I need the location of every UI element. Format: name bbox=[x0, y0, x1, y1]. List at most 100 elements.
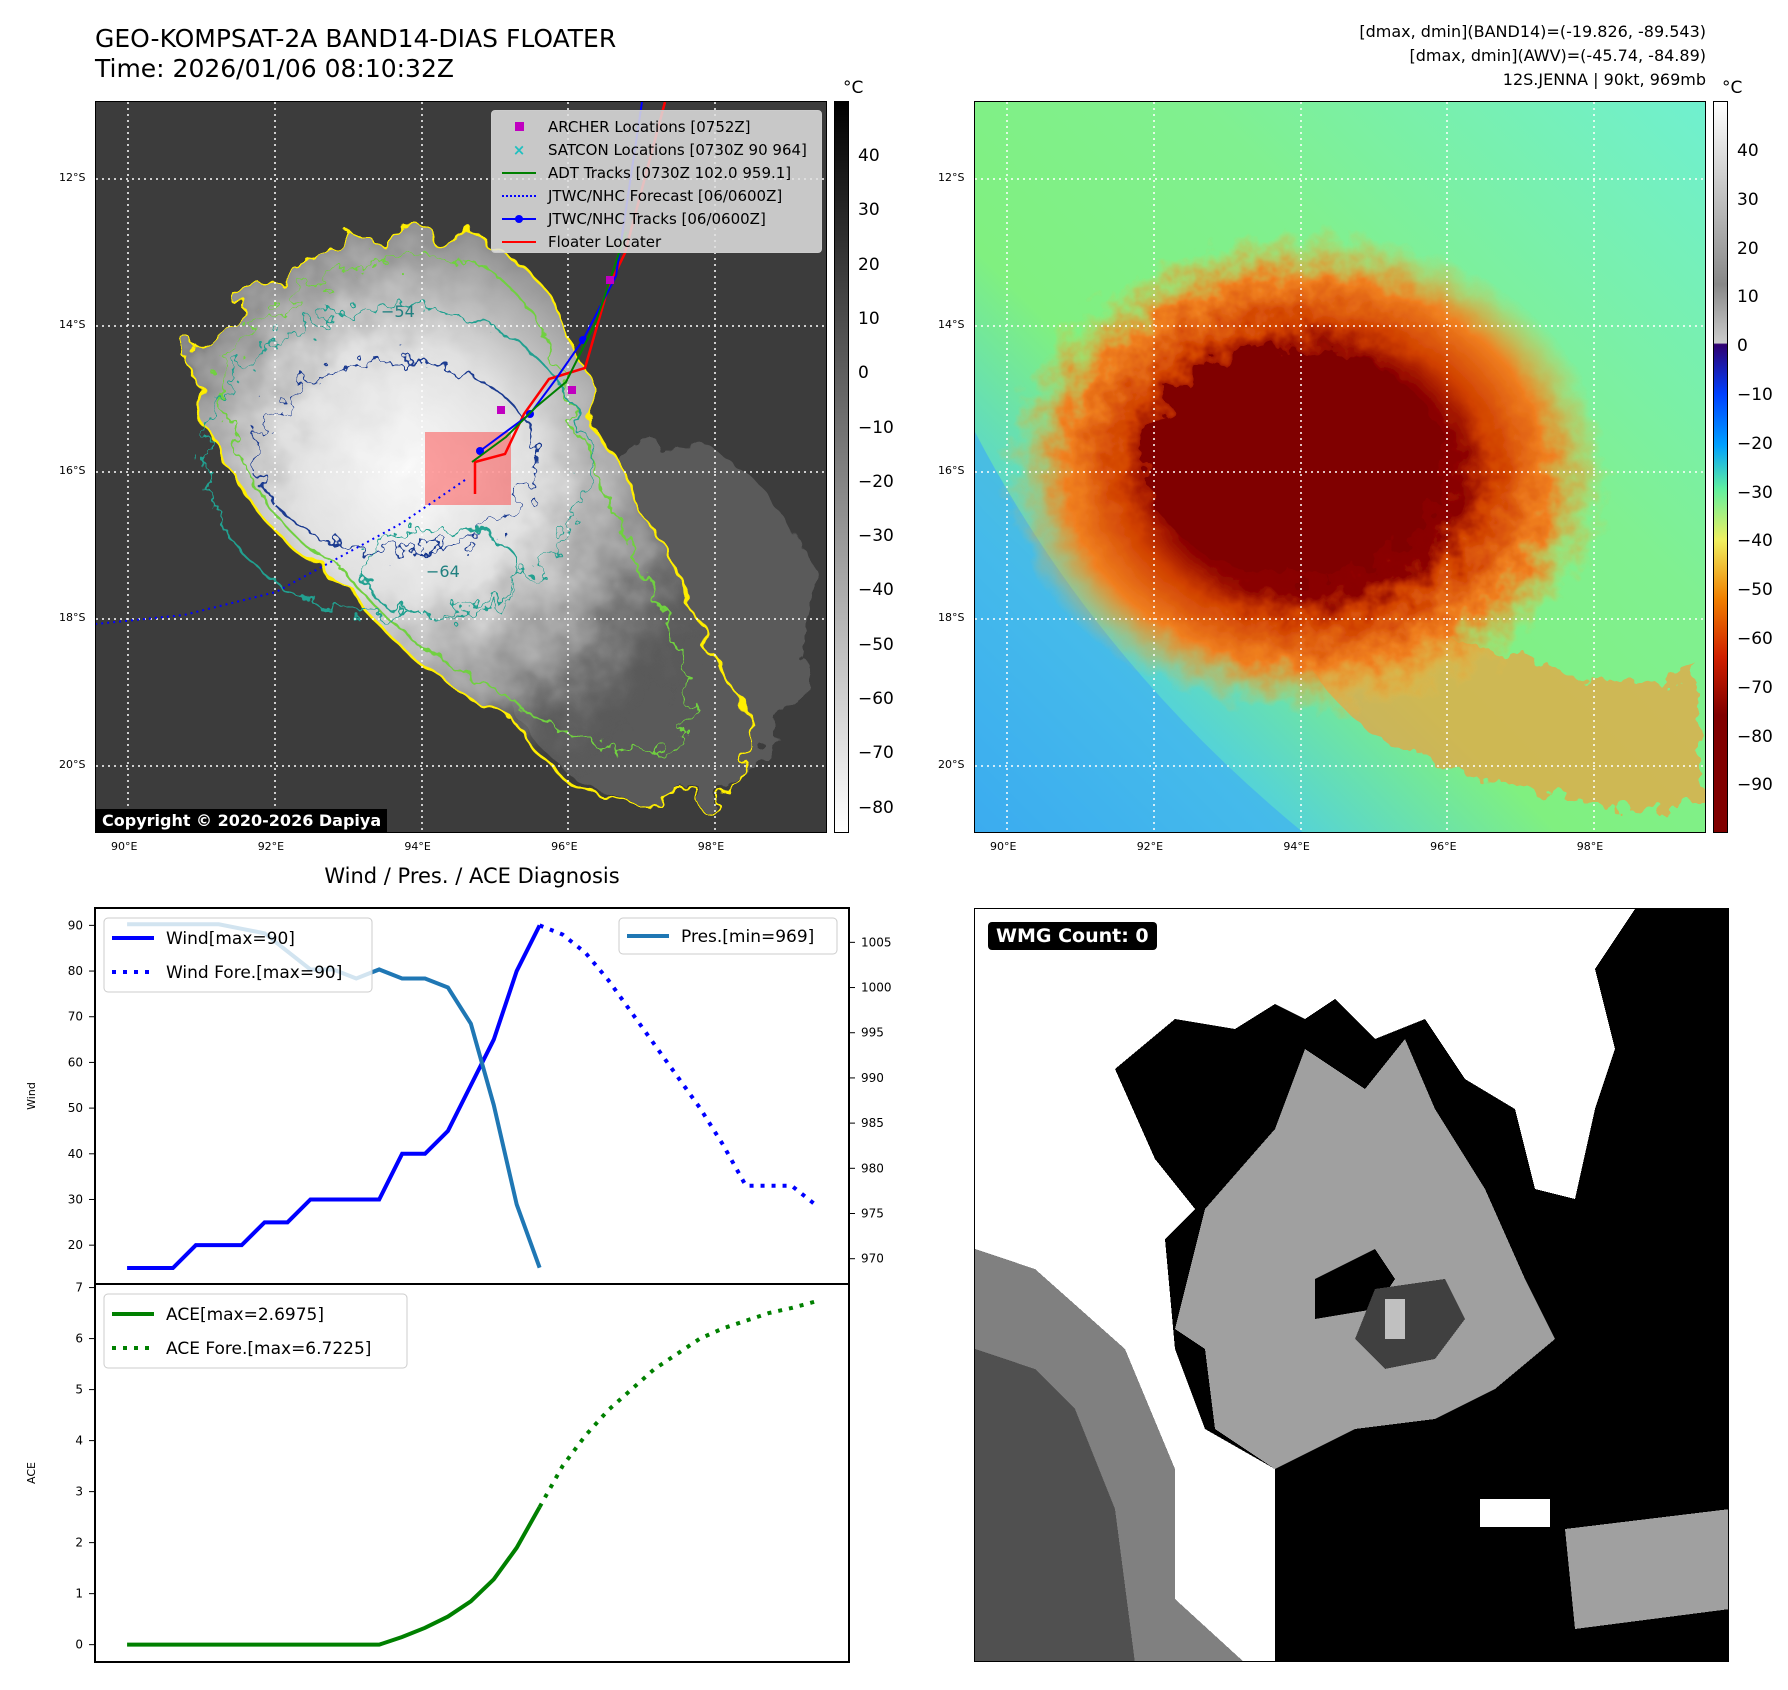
lat-tick-label: 20°S bbox=[59, 757, 86, 771]
y-tick-label: 4 bbox=[75, 1434, 83, 1448]
colorbar-tick-label: −30 bbox=[858, 526, 894, 547]
legend-archer: ARCHER Locations [0752Z] bbox=[498, 115, 815, 138]
colorbar-tick-label: 30 bbox=[858, 200, 880, 221]
y-tick-label: 30 bbox=[68, 1192, 83, 1206]
colorbar-tick-label: 0 bbox=[1737, 336, 1748, 357]
legend-box bbox=[103, 917, 373, 993]
colorbar-tick-label: −40 bbox=[1737, 531, 1773, 552]
colorbar-tick-label: −10 bbox=[858, 417, 894, 438]
lon-tick-label: 98°E bbox=[697, 840, 725, 853]
y-tick-label: 6 bbox=[75, 1332, 83, 1346]
lon-tick-label: 96°E bbox=[1430, 840, 1457, 853]
wmg-count-badge: WMG Count: 0 bbox=[988, 922, 1157, 950]
y-tick-label: 3 bbox=[75, 1485, 83, 1499]
colorbar-tick-label: 0 bbox=[858, 363, 869, 384]
colorbar-tick-label: 40 bbox=[1737, 141, 1759, 161]
awv-range: [dmax, dmin](AWV)=(-45.74, -84.89) bbox=[1409, 46, 1706, 65]
colorbar-awv bbox=[1713, 101, 1728, 833]
y-axis-label: Wind bbox=[25, 1082, 38, 1110]
legend-adt: ADT Tracks [0730Z 102.0 959.1] bbox=[498, 161, 815, 184]
colorbar-tick-label: −20 bbox=[858, 471, 894, 492]
legend-label: Wind[max=90] bbox=[166, 929, 295, 949]
floater-track bbox=[473, 102, 667, 494]
storm-summary: 12S.JENNA | 90kt, 969mb bbox=[1502, 70, 1706, 89]
colorbar-unit: °C bbox=[843, 78, 864, 98]
wmg-panel: WMG Count: 0 bbox=[974, 908, 1729, 1662]
series-line-ace-fore- bbox=[537, 1299, 816, 1509]
colorbar-tick-label: −50 bbox=[858, 634, 894, 655]
legend-label: Wind Fore.[max=90] bbox=[166, 963, 342, 983]
lon-tick-label: 94°E bbox=[404, 840, 431, 853]
contour-label: −64 bbox=[426, 562, 460, 581]
y-tick-label-right: 1005 bbox=[861, 935, 892, 949]
colorbar-unit: °C bbox=[1722, 78, 1743, 98]
lon-tick-label: 92°E bbox=[1136, 840, 1164, 853]
colorbar-tick-label: −70 bbox=[1737, 677, 1773, 698]
colorbar-tick-label: 30 bbox=[1737, 189, 1759, 210]
colorbar-tick-label: −30 bbox=[1737, 482, 1773, 503]
y-tick-label-right: 980 bbox=[861, 1161, 884, 1175]
lon-tick-label: 98°E bbox=[1576, 840, 1604, 853]
adt-track bbox=[471, 231, 627, 463]
colorbar-tick-label: −80 bbox=[858, 797, 894, 818]
y-tick-label: 20 bbox=[68, 1238, 83, 1252]
y-tick-label-right: 970 bbox=[861, 1252, 884, 1266]
lat-tick-label: 14°S bbox=[938, 317, 965, 331]
ir-grayscale-map: −54 −64 ARCHER Locations [0752Z] × SATCON… bbox=[95, 101, 827, 833]
series-line-wind-fore- bbox=[538, 923, 816, 1206]
y-tick-label-right: 1000 bbox=[861, 981, 892, 995]
wmg-image bbox=[975, 909, 1728, 1661]
y-tick-label-right: 990 bbox=[861, 1071, 884, 1085]
lat-tick-label: 16°S bbox=[938, 464, 965, 478]
lon-tick-label: 90°E bbox=[111, 840, 138, 853]
title-time: Time: 2026/01/06 08:10:32Z bbox=[95, 54, 454, 83]
lon-tick-label: 94°E bbox=[1283, 840, 1310, 853]
y-tick-label-right: 975 bbox=[861, 1207, 884, 1221]
lon-tick-label: 92°E bbox=[257, 840, 285, 853]
lon-tick-label: 96°E bbox=[551, 840, 578, 853]
band14-range: [dmax, dmin](BAND14)=(-19.826, -89.543) bbox=[1359, 22, 1706, 41]
copyright: Copyright © 2020-2026 Dapiya bbox=[96, 809, 388, 832]
lat-tick-label: 12°S bbox=[938, 171, 965, 184]
series-line-ace bbox=[127, 1506, 542, 1647]
y-tick-label: 60 bbox=[68, 1055, 83, 1069]
lat-tick-label: 16°S bbox=[59, 464, 86, 478]
lat-tick-label: 20°S bbox=[938, 757, 965, 771]
legend-forecast: JTWC/NHC Forecast [06/0600Z] bbox=[498, 184, 815, 207]
colorbar-tick-label: 10 bbox=[1737, 287, 1759, 308]
colorbar-tick-label: 20 bbox=[858, 254, 880, 275]
legend-label: ACE[max=2.6975] bbox=[166, 1305, 324, 1325]
colorbar-tick-label: 10 bbox=[858, 308, 880, 329]
diagnosis-chart: 2030405060708090970975980985990995100010… bbox=[25, 907, 892, 1663]
awv-color-map bbox=[974, 101, 1706, 833]
colorbar-tick-label: −20 bbox=[1737, 433, 1773, 454]
y-tick-label-right: 985 bbox=[861, 1116, 884, 1130]
colorbar-tick-label: −60 bbox=[858, 689, 894, 709]
y-axis-label: ACE bbox=[25, 1462, 38, 1484]
legend-label: ACE Fore.[max=6.7225] bbox=[166, 1339, 371, 1359]
y-tick-label: 2 bbox=[75, 1536, 83, 1550]
figure-title: GEO-KOMPSAT-2A BAND14-DIAS FLOATER Time:… bbox=[95, 24, 616, 84]
legend-jtwc: JTWC/NHC Tracks [06/0600Z] bbox=[498, 207, 815, 230]
chart-title: Wind / Pres. / ACE Diagnosis bbox=[324, 864, 620, 888]
lat-tick-label: 18°S bbox=[938, 611, 965, 625]
lat-tick-label: 12°S bbox=[59, 171, 86, 184]
y-tick-label-right: 995 bbox=[861, 1026, 884, 1040]
title-satellite: GEO-KOMPSAT-2A BAND14-DIAS FLOATER bbox=[95, 24, 617, 53]
y-tick-label: 7 bbox=[75, 1281, 83, 1295]
y-tick-label: 5 bbox=[75, 1383, 83, 1397]
colorbar-tick-label: −70 bbox=[858, 743, 894, 764]
y-tick-label: 50 bbox=[68, 1101, 83, 1115]
y-tick-label: 40 bbox=[68, 1147, 83, 1161]
lat-tick-label: 14°S bbox=[59, 317, 86, 331]
legend-label: Pres.[min=969] bbox=[681, 927, 814, 947]
storm-info: [dmax, dmin](BAND14)=(-19.826, -89.543) … bbox=[1359, 20, 1706, 92]
y-tick-label: 0 bbox=[75, 1638, 83, 1652]
map-legend: ARCHER Locations [0752Z] × SATCON Locatio… bbox=[491, 110, 822, 253]
colorbar-tick-label: −50 bbox=[1737, 580, 1773, 601]
legend-floater: Floater Locater bbox=[498, 230, 815, 253]
colorbar-tick-label: −40 bbox=[858, 580, 894, 601]
colorbar-tick-label: −60 bbox=[1737, 629, 1773, 649]
colorbar-tick-label: −10 bbox=[1737, 385, 1773, 405]
lon-tick-label: 90°E bbox=[990, 840, 1017, 853]
